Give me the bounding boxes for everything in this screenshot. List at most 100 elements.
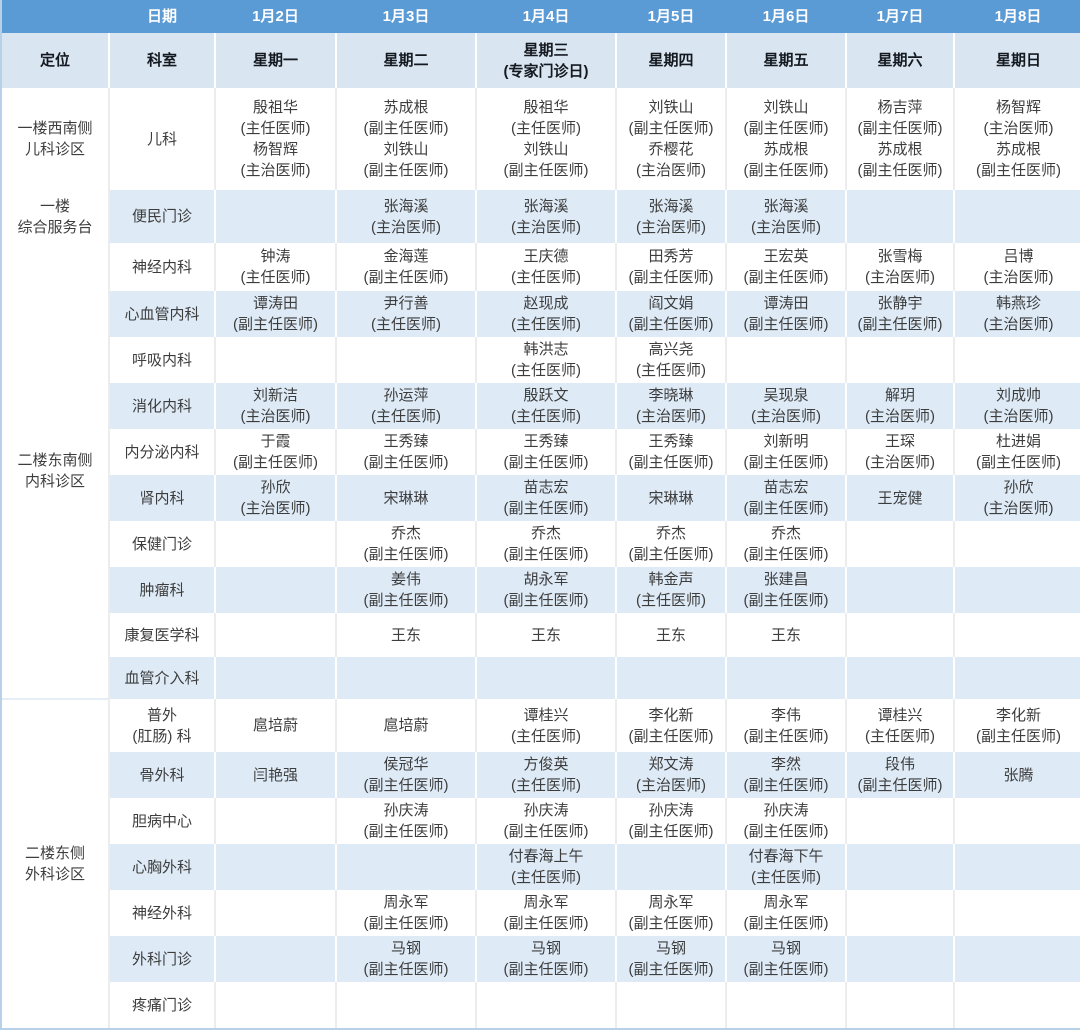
table-row: 一楼 综合服务台 便民门诊 张海溪 (主治医师) 张海溪 (主治医师) 张海溪 (主治医… bbox=[2, 190, 1080, 243]
schedule-header: 日期 1月2日 1月3日 1月4日 1月5日 1月6日 1月7日 1月8日 定位 科室 星期一 星期二… bbox=[2, 0, 1080, 88]
department-cell: 肾内科 bbox=[109, 475, 216, 521]
schedule-body: 一楼西南侧 儿科诊区 儿科 殷祖华 (主任医师) 杨智辉 (主治医师) 苏成根 (副主… bbox=[2, 88, 1080, 1028]
schedule-cell: 钟涛 (主任医师) bbox=[215, 243, 337, 291]
schedule-cell bbox=[336, 844, 477, 890]
schedule-cell bbox=[616, 982, 727, 1028]
schedule-cell: 张海溪 (主治医师) bbox=[616, 190, 727, 243]
schedule-cell: 马钢 (副主任医师) bbox=[476, 936, 617, 982]
department-cell: 康复医学科 bbox=[109, 613, 216, 657]
schedule-cell: 谭桂兴 (主任医师) bbox=[476, 699, 617, 752]
schedule-cell bbox=[846, 657, 955, 699]
schedule-cell: 孙庆涛 (副主任医师) bbox=[616, 798, 727, 844]
schedule-cell: 王宠健 bbox=[846, 475, 955, 521]
schedule-cell bbox=[846, 613, 955, 657]
department-cell: 神经外科 bbox=[109, 890, 216, 936]
schedule-cell: 王宏英 (副主任医师) bbox=[726, 243, 847, 291]
corner-cell bbox=[2, 0, 109, 33]
table-row: 内分泌内科 于霞 (副主任医师) 王秀臻 (副主任医师) 王秀臻 (副主任医师) 王秀臻… bbox=[2, 429, 1080, 475]
department-cell: 胆病中心 bbox=[109, 798, 216, 844]
schedule-cell: 付春海下午 (主任医师) bbox=[726, 844, 847, 890]
schedule-cell: 苏成根 (副主任医师) 刘铁山 (副主任医师) bbox=[336, 88, 477, 190]
schedule-cell: 张海溪 (主治医师) bbox=[476, 190, 617, 243]
schedule-cell: 张海溪 (主治医师) bbox=[726, 190, 847, 243]
schedule-cell bbox=[215, 844, 337, 890]
schedule-cell: 李化新 (副主任医师) bbox=[954, 699, 1080, 752]
schedule-cell: 孙庆涛 (副主任医师) bbox=[476, 798, 617, 844]
schedule-cell bbox=[215, 521, 337, 567]
schedule-cell bbox=[846, 890, 955, 936]
schedule-cell: 王庆德 (主任医师) bbox=[476, 243, 617, 291]
schedule-cell: 方俊英 (主任医师) bbox=[476, 752, 617, 798]
schedule-cell bbox=[846, 798, 955, 844]
table-row: 神经外科 周永军 (副主任医师) 周永军 (副主任医师) 周永军 (副主任医师) 周永军… bbox=[2, 890, 1080, 936]
schedule-cell bbox=[846, 190, 955, 243]
schedule-cell: 侯冠华 (副主任医师) bbox=[336, 752, 477, 798]
schedule-cell bbox=[846, 567, 955, 613]
department-cell: 呼吸内科 bbox=[109, 337, 216, 383]
table-row: 二楼东南侧 内科诊区 神经内科 钟涛 (主任医师) 金海莲 (副主任医师) 王庆德 (主… bbox=[2, 243, 1080, 699]
schedule-cell: 刘铁山 (副主任医师) 乔樱花 (主治医师) bbox=[616, 88, 727, 190]
schedule-cell bbox=[616, 844, 727, 890]
schedule-cell: 闫艳强 bbox=[215, 752, 337, 798]
department-cell: 心胸外科 bbox=[109, 844, 216, 890]
table-row: 血管介入科 bbox=[2, 657, 1080, 699]
schedule-cell: 张建昌 (副主任医师) bbox=[726, 567, 847, 613]
table-row: 外科门诊 马钢 (副主任医师) 马钢 (副主任医师) 马钢 (副主任医师) 马钢 (副主… bbox=[2, 936, 1080, 982]
schedule-cell: 谭桂兴 (主任医师) bbox=[846, 699, 955, 752]
schedule-cell: 李然 (副主任医师) bbox=[726, 752, 847, 798]
schedule-cell: 张雪梅 (主治医师) bbox=[846, 243, 955, 291]
table-row: 肿瘤科 姜伟 (副主任医师) 胡永军 (副主任医师) 韩金声 (主任医师) 张建昌 (副… bbox=[2, 567, 1080, 613]
schedule-cell bbox=[215, 190, 337, 243]
schedule-cell: 乔杰 (副主任医师) bbox=[726, 521, 847, 567]
schedule-cell: 乔杰 (副主任医师) bbox=[616, 521, 727, 567]
schedule-cell: 孙运萍 (主任医师) bbox=[336, 383, 477, 429]
weekday-header-cell: 星期一 bbox=[215, 33, 337, 88]
schedule-cell: 殷跃文 (主任医师) bbox=[476, 383, 617, 429]
schedule-cell: 张海溪 (主治医师) bbox=[336, 190, 477, 243]
schedule-cell bbox=[954, 657, 1080, 699]
schedule-cell: 扈培蔚 bbox=[215, 699, 337, 752]
location-header-cell: 定位 bbox=[2, 33, 110, 88]
schedule-cell bbox=[215, 982, 337, 1028]
table-row: 胆病中心 孙庆涛 (副主任医师) 孙庆涛 (副主任医师) 孙庆涛 (副主任医师) 孙庆涛… bbox=[2, 798, 1080, 844]
schedule-cell: 刘新明 (副主任医师) bbox=[726, 429, 847, 475]
department-cell: 心血管内科 bbox=[109, 291, 216, 337]
schedule-cell: 谭涛田 (副主任医师) bbox=[215, 291, 337, 337]
schedule-cell: 王东 bbox=[726, 613, 847, 657]
table-row: 二楼东侧 外科诊区 普外 (肛肠) 科扈培蔚 扈培蔚 谭桂兴 (主任医师) 李化新 (副… bbox=[2, 698, 1080, 1028]
schedule-cell: 殷祖华 (主任医师) 杨智辉 (主治医师) bbox=[215, 88, 337, 190]
schedule-cell bbox=[954, 798, 1080, 844]
department-cell: 血管介入科 bbox=[109, 657, 216, 699]
table-row: 心胸外科 付春海上午 (主任医师) 付春海下午 (主任医师) bbox=[2, 844, 1080, 890]
schedule-cell bbox=[726, 982, 847, 1028]
schedule-cell bbox=[846, 982, 955, 1028]
schedule-cell: 孙欣 (主治医师) bbox=[954, 475, 1080, 521]
schedule-cell bbox=[954, 567, 1080, 613]
schedule-cell: 王东 bbox=[476, 613, 617, 657]
table-row: 骨外科 闫艳强 侯冠华 (副主任医师) 方俊英 (主任医师) 郑文涛 (主治医师) 李然 … bbox=[2, 752, 1080, 798]
schedule-cell: 段伟 (副主任医师) bbox=[846, 752, 955, 798]
schedule-cell bbox=[954, 982, 1080, 1028]
table-row: 一楼西南侧 儿科诊区 儿科 殷祖华 (主任医师) 杨智辉 (主治医师) 苏成根 (副主… bbox=[2, 88, 1080, 190]
table-row: 保健门诊 乔杰 (副主任医师) 乔杰 (副主任医师) 乔杰 (副主任医师) 乔杰 (副主… bbox=[2, 521, 1080, 567]
schedule-cell bbox=[846, 936, 955, 982]
schedule-cell: 王秀臻 (副主任医师) bbox=[616, 429, 727, 475]
schedule-cell bbox=[215, 613, 337, 657]
schedule-cell: 付春海上午 (主任医师) bbox=[476, 844, 617, 890]
schedule-cell: 乔杰 (副主任医师) bbox=[336, 521, 477, 567]
schedule-cell bbox=[954, 613, 1080, 657]
schedule-cell: 阎文娟 (副主任医师) bbox=[616, 291, 727, 337]
schedule-cell bbox=[476, 657, 617, 699]
schedule-cell: 孙庆涛 (副主任医师) bbox=[336, 798, 477, 844]
date-header-cell: 1月6日 bbox=[726, 0, 846, 33]
schedule-cell bbox=[726, 657, 847, 699]
schedule-cell: 赵现成 (主任医师) bbox=[476, 291, 617, 337]
schedule-cell bbox=[954, 890, 1080, 936]
schedule-cell: 周永军 (副主任医师) bbox=[336, 890, 477, 936]
schedule-cell bbox=[954, 337, 1080, 383]
schedule-cell bbox=[954, 844, 1080, 890]
schedule-cell: 吕博 (主治医师) bbox=[954, 243, 1080, 291]
schedule-cell bbox=[215, 798, 337, 844]
schedule-cell: 王东 bbox=[616, 613, 727, 657]
